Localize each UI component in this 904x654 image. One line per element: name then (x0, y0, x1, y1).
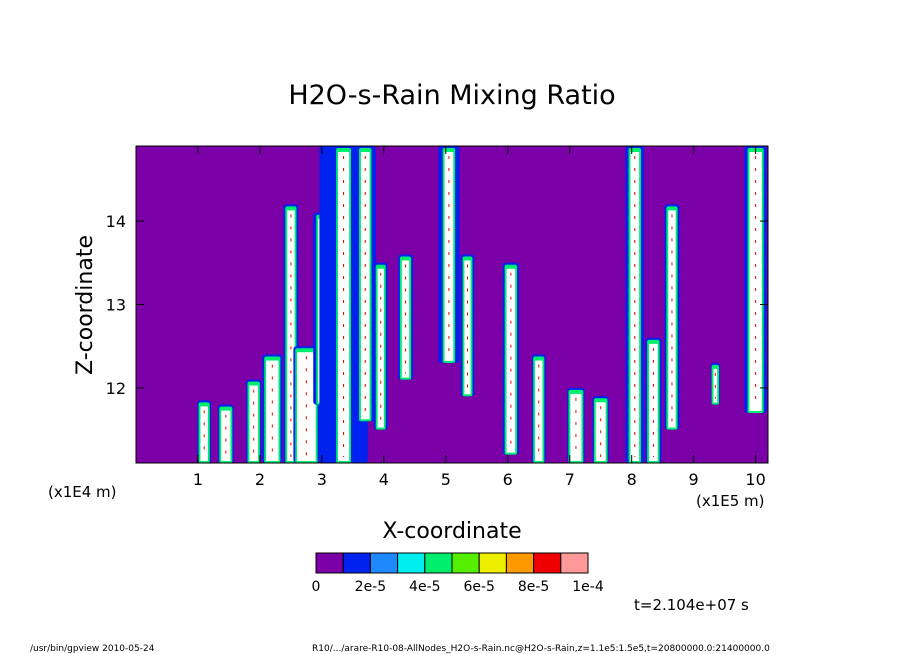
rain-column-1 (197, 400, 211, 463)
colorbar: 0 2e-5 4e-5 6e-5 8e-5 1e-4 (312, 552, 604, 595)
colorbar-swatch (397, 552, 426, 574)
rain-column-11 (398, 254, 413, 380)
y-tick-label: 14 (106, 212, 126, 231)
rain-column-18 (625, 146, 645, 463)
x-tick-label: 9 (689, 470, 699, 489)
rain-column-15 (531, 354, 546, 463)
y-tick-label: 13 (106, 296, 126, 315)
colorbar-swatch (369, 552, 399, 574)
rain-column-16 (567, 387, 585, 463)
colorbar-swatch (478, 552, 507, 574)
colorbar-label: 4e-5 (409, 579, 440, 595)
rain-column-21 (710, 362, 720, 405)
rain-column-14 (502, 262, 519, 455)
x-tick-label: 5 (441, 470, 451, 489)
x-unit-left: (x1E4 m) (48, 483, 117, 501)
colorbar-label: 0 (312, 579, 321, 595)
rain-column-22 (744, 146, 767, 413)
x-tick-label: 1 (193, 470, 203, 489)
x-tick-label: 10 (745, 470, 765, 489)
rain-column-3 (246, 379, 262, 463)
chart-title: H2O-s-Rain Mixing Ratio (288, 80, 615, 111)
footer-left: /usr/bin/gpview 2010-05-24 (30, 644, 155, 654)
rain-column-13 (460, 254, 475, 397)
colorbar-swatch (315, 552, 344, 574)
rain-column-4 (262, 354, 283, 463)
colorbar-swatch (342, 552, 371, 574)
x-tick-label: 8 (627, 470, 637, 489)
x-unit-right: (x1E5 m) (696, 492, 765, 510)
rain-column-12 (438, 146, 460, 363)
colorbar-swatch (424, 552, 453, 574)
rain-column-20 (664, 204, 680, 430)
colorbar-label: 2e-5 (355, 579, 386, 595)
x-tick-label: 6 (503, 470, 513, 489)
colorbar-swatch (533, 552, 562, 574)
x-axis: 1 2 3 4 5 6 7 8 9 10 (193, 146, 766, 489)
footer-right: R10/.../arare-R10-08-AllNodes_H2O-s-Rain… (312, 644, 770, 654)
rain-column-2 (218, 404, 234, 463)
x-tick-label: 3 (317, 470, 327, 489)
x-tick-label: 4 (379, 470, 389, 489)
x-tick-label: 7 (565, 470, 575, 489)
colorbar-label: 6e-5 (463, 579, 494, 595)
rain-column-19 (645, 337, 662, 463)
colorbar-swatch (451, 552, 480, 574)
colorbar-swatch (560, 552, 589, 574)
plot-area (135, 145, 769, 464)
colorbar-label: 8e-5 (518, 579, 549, 595)
rain-column-10 (373, 262, 388, 430)
x-axis-label: X-coordinate (382, 519, 521, 544)
x-tick-label: 2 (255, 470, 265, 489)
y-axis: 12 13 14 (106, 212, 768, 398)
y-axis-label: Z-coordinate (73, 235, 98, 375)
time-label: t=2.104e+07 s (634, 596, 749, 614)
rain-column-17 (592, 396, 609, 463)
colorbar-swatch (505, 552, 535, 574)
rain-column-9 (354, 146, 376, 422)
colorbar-label: 1e-4 (572, 579, 604, 595)
y-tick-label: 12 (106, 379, 126, 398)
rain-column-6 (293, 346, 320, 463)
